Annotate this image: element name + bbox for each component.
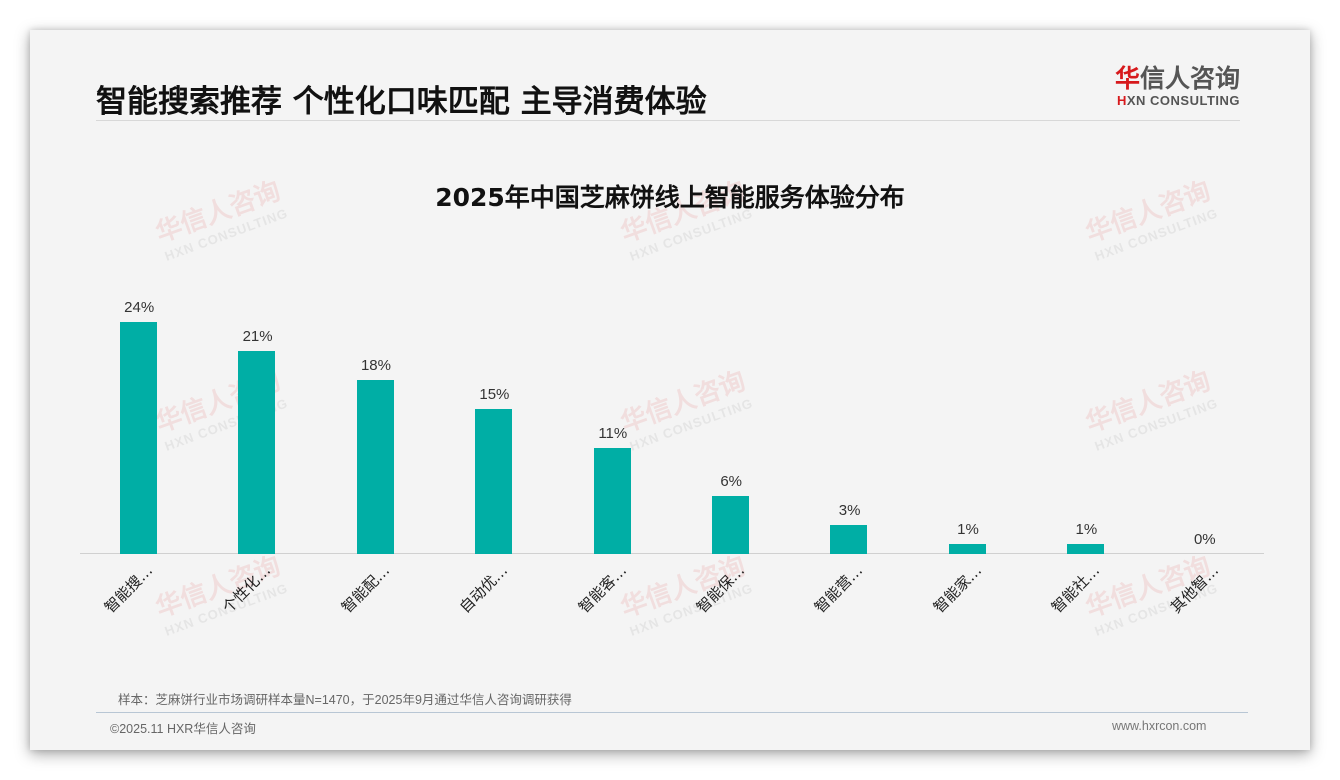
x-axis-label: 智能社… [1048,561,1104,617]
x-axis-label: 个性化… [219,561,275,617]
logo-cn-text: 信人咨询 [1139,64,1240,93]
bar-value-label: 18% [360,357,391,375]
watermark-en: HXN CONSULTING [1092,205,1220,264]
bar-value-label: 15% [479,386,510,404]
logo-en-text: XN CONSULTING [1126,93,1240,108]
bar-value-label: 6% [720,473,743,491]
bar[interactable] [712,496,749,554]
x-axis-label: 智能家… [929,561,985,617]
brand-logo: 华信人咨询 HXN CONSULTING [1110,65,1240,109]
bar[interactable] [593,447,631,554]
bar[interactable] [830,525,868,554]
bar-value-label: 24% [124,299,155,317]
bar[interactable] [238,351,276,554]
x-axis-label: 自动优… [456,561,512,617]
title-divider [96,120,1240,121]
slide: 智能搜索推荐 个性化口味匹配 主导消费体验 华信人咨询 HXN CONSULTI… [30,30,1310,750]
bar[interactable] [120,322,157,554]
watermark-cn: 华信人咨询 [152,551,285,624]
copyright-text: ©2025.11 HXR华信人咨询 [110,722,256,736]
x-axis-label: 智能配… [337,561,393,617]
x-axis-baseline [80,553,1264,554]
bar-value-label: 1% [1075,521,1098,539]
logo-en: HXN CONSULTING [1110,93,1240,109]
bar[interactable] [356,380,394,554]
bar[interactable] [1067,544,1105,554]
footer-divider [96,712,1248,713]
bar-chart-plot: 24% 21% 18% 15% 11% 6% 3% 1% 1% 0% [80,280,1264,554]
bar-value-label: 11% [598,424,628,442]
bar[interactable] [475,409,513,554]
x-axis-label: 智能保… [692,561,749,617]
logo-cn-accent: 华 [1114,64,1140,93]
bar-value-label: 1% [957,521,979,539]
x-axis-label: 智能客… [574,561,630,617]
watermark-en: HXN CONSULTING [627,205,755,264]
bar-value-label: 21% [242,328,273,346]
x-axis-label: 智能营… [811,561,867,617]
bar-value-label: 0% [1193,531,1216,548]
logo-en-accent: H [1116,93,1127,108]
sample-note: 样本：芝麻饼行业市场调研样本量N=1470，于2025年9月通过华信人咨询调研获… [118,693,572,707]
watermark-en: HXN CONSULTING [627,580,755,639]
bar[interactable] [948,544,986,554]
x-axis-label: 智能搜… [100,561,157,617]
website-link[interactable]: www.hxrcon.com [1112,719,1207,733]
watermark-en: HXN CONSULTING [162,205,290,264]
bar-value-label: 3% [838,502,861,520]
chart-title: 2025年中国芝麻饼线上智能服务体验分布 [435,183,905,212]
watermark: 华信人咨询 HXN CONSULTING [150,546,290,639]
page-title: 智能搜索推荐 个性化口味匹配 主导消费体验 [96,84,707,120]
logo-cn: 华信人咨询 [1110,65,1240,93]
x-axis-label: 其他智… [1166,561,1222,617]
